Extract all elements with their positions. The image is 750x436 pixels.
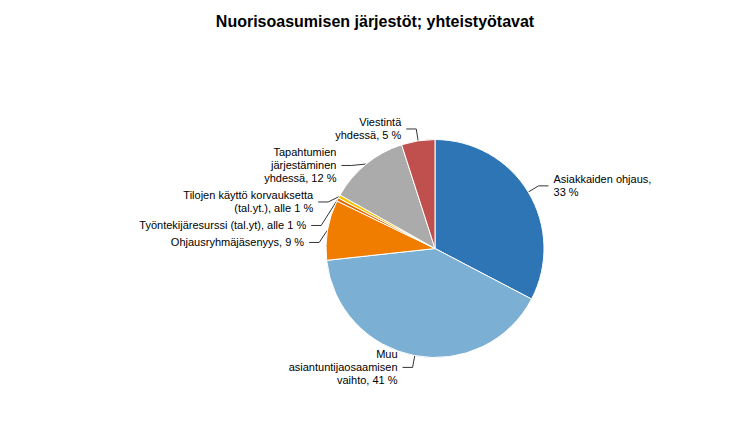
svg-text:Nuorisoasumisen järjestöt; yht: Nuorisoasumisen järjestöt; yhteistyötava… [216, 13, 535, 30]
svg-text:Viestintä: Viestintä [359, 116, 402, 128]
svg-text:33 %: 33 % [554, 186, 579, 198]
svg-text:Tapahtumien: Tapahtumien [273, 146, 336, 158]
svg-text:Työntekijäresurssi (tal.yt), a: Työntekijäresurssi (tal.yt), alle 1 % [139, 219, 306, 231]
svg-text:asiantuntijaosaamisen: asiantuntijaosaamisen [289, 361, 398, 373]
svg-text:järjestäminen: järjestäminen [270, 159, 336, 171]
svg-text:Ohjausryhmäjäsenyys, 9 %: Ohjausryhmäjäsenyys, 9 % [171, 236, 304, 248]
svg-text:vaihto, 41 %: vaihto, 41 % [337, 374, 398, 386]
svg-text:Tilojen käyttö korvauksetta: Tilojen käyttö korvauksetta [183, 189, 314, 201]
svg-text:yhdessä, 12 %: yhdessä, 12 % [264, 172, 336, 184]
svg-text:(tal.yt.), alle 1 %: (tal.yt.), alle 1 % [234, 202, 313, 214]
svg-text:Asiakkaiden ohjaus,: Asiakkaiden ohjaus, [554, 173, 652, 185]
svg-text:yhdessä, 5 %: yhdessä, 5 % [335, 129, 401, 141]
svg-text:Muu: Muu [376, 348, 397, 360]
